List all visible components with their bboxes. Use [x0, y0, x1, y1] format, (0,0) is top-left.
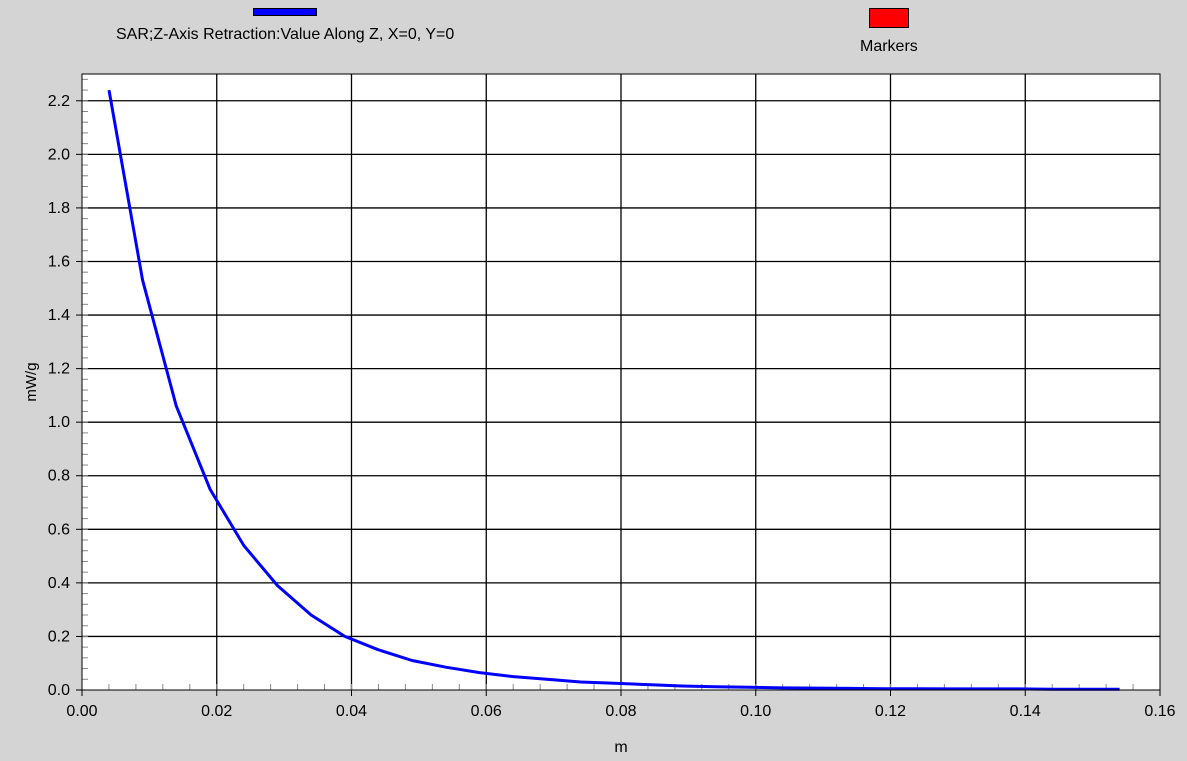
legend-label-series: SAR;Z-Axis Retraction:Value Along Z, X=0…: [116, 26, 455, 43]
y-tick-label: 0.4: [48, 575, 70, 592]
x-tick-label: 0.08: [605, 703, 636, 720]
legend-item-markers: Markers: [860, 8, 918, 56]
y-tick-label: 0.8: [48, 468, 70, 485]
x-tick-label: 0.12: [875, 703, 906, 720]
y-tick-label: 1.8: [48, 200, 70, 217]
x-axis-label: m: [614, 739, 627, 756]
x-tick-label: 0.06: [471, 703, 502, 720]
legend-swatch-series: [253, 8, 318, 16]
series-line: [107, 89, 1120, 691]
x-tick-label: 0.04: [336, 703, 367, 720]
legend-item-series: SAR;Z-Axis Retraction:Value Along Z, X=0…: [116, 8, 454, 44]
y-tick-label: 0.6: [48, 521, 70, 538]
y-tick-label: 1.0: [48, 414, 70, 431]
grid-lines: [82, 74, 1160, 690]
y-tick-labels: 0.0 0.2 0.4 0.6 0.8 1.0 1.2 1.4 1.6 1.8 2.0 2.2: [48, 93, 70, 699]
y-tick-label: 2.0: [48, 146, 70, 163]
x-tick-label: 0.10: [740, 703, 771, 720]
plot-border: [81, 73, 1161, 691]
x-tick-label: 0.16: [1144, 703, 1175, 720]
y-tick-label: 1.2: [48, 361, 70, 378]
y-tick-label: 1.4: [48, 307, 70, 324]
y-tick-label: 0.0: [48, 682, 70, 699]
y-axis-label: mW/g: [23, 362, 40, 401]
x-tick-labels: 0.00 0.02 0.04 0.06 0.08 0.10 0.12 0.14 0.16: [66, 703, 1175, 720]
x-tick-label: 0.02: [201, 703, 232, 720]
legend-swatch-markers: [868, 8, 909, 28]
legend-label-markers: Markers: [860, 38, 918, 55]
y-tick-label: 2.2: [48, 93, 70, 110]
y-tick-label: 0.2: [48, 628, 70, 645]
y-tick-label: 1.6: [48, 253, 70, 270]
x-tick-label: 0.00: [66, 703, 97, 720]
x-tick-label: 0.14: [1010, 703, 1041, 720]
